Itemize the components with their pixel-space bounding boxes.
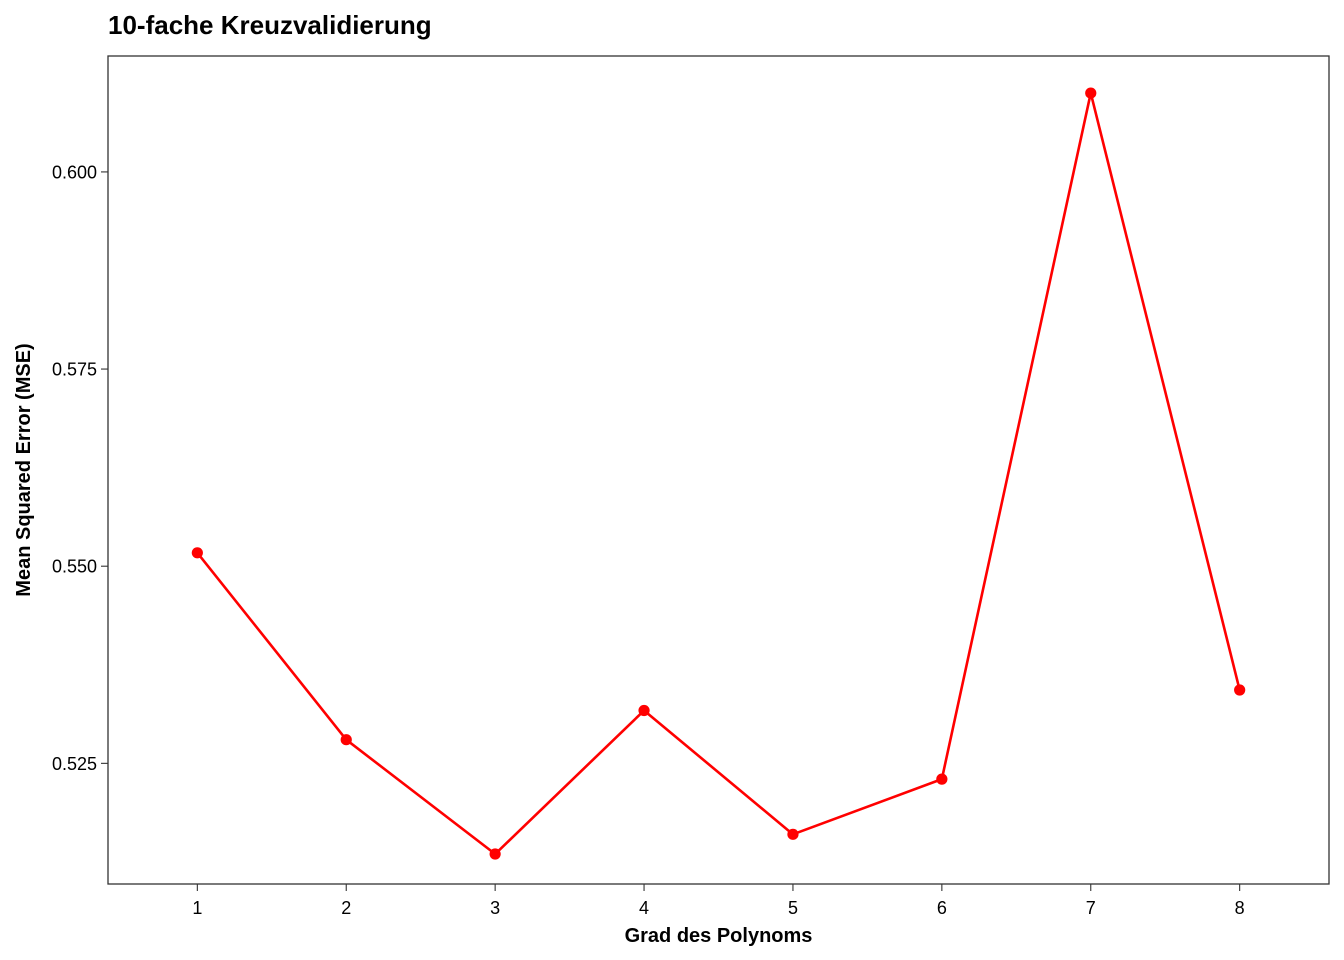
- data-point: [787, 828, 799, 840]
- chart-title: 10-fache Kreuzvalidierung: [108, 10, 432, 40]
- y-tick-label: 0.525: [52, 754, 97, 774]
- x-tick-label: 3: [490, 898, 500, 918]
- x-tick-label: 6: [937, 898, 947, 918]
- data-point: [638, 704, 650, 717]
- data-points: [191, 87, 1246, 860]
- x-tick-label: 4: [639, 898, 649, 918]
- y-axis: 0.525 0.550 0.575 0.600: [52, 162, 108, 774]
- plot-panel: [107, 55, 1330, 885]
- y-tick-label: 0.600: [52, 162, 97, 182]
- y-tick-label: 0.550: [52, 557, 97, 577]
- x-tick-label: 5: [788, 898, 798, 918]
- data-point: [489, 848, 501, 860]
- data-point: [1234, 684, 1246, 696]
- data-point: [191, 547, 203, 559]
- x-axis: 1 2 3 4 5 6 7 8: [192, 884, 1245, 918]
- data-point: [340, 734, 352, 746]
- series-line: [196, 91, 1241, 856]
- x-tick-label: 2: [341, 898, 351, 918]
- y-tick-label: 0.575: [52, 360, 97, 380]
- data-point: [936, 773, 948, 785]
- y-axis-label: Mean Squared Error (MSE): [13, 343, 35, 596]
- x-axis-label: Grad des Polynoms: [625, 925, 813, 947]
- x-tick-label: 1: [192, 898, 202, 918]
- x-tick-label: 8: [1235, 898, 1245, 918]
- x-tick-label: 7: [1086, 898, 1096, 918]
- data-point: [1085, 87, 1097, 99]
